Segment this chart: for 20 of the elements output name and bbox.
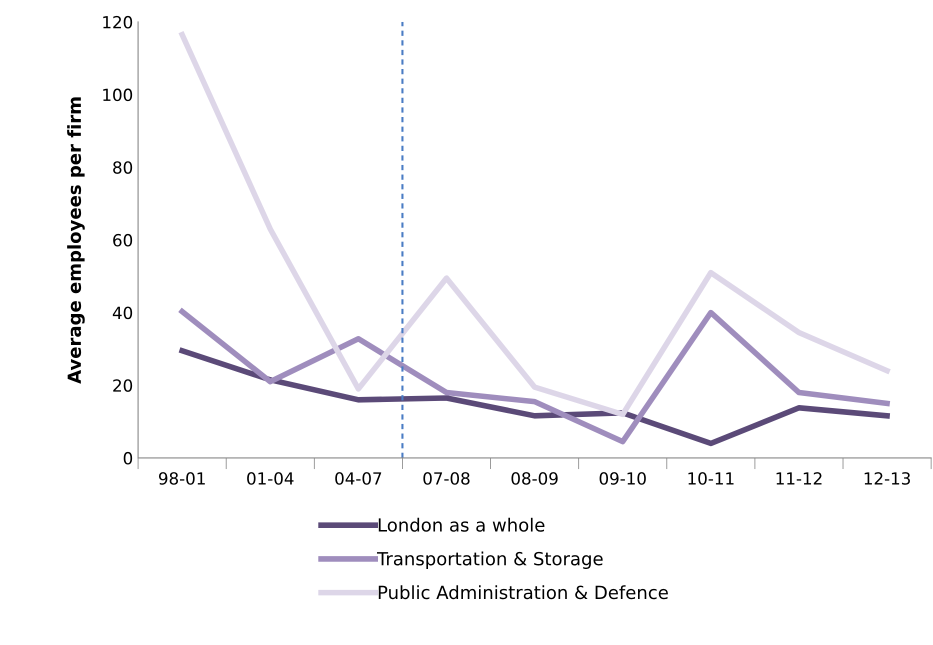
y-axis-title: Average employees per firm <box>67 97 85 384</box>
x-tick-label: 11-12 <box>776 472 822 485</box>
x-tick-label: 04-07 <box>335 472 382 485</box>
x-tick-label: 01-04 <box>247 472 294 485</box>
x-tick-label: 10-11 <box>688 472 734 485</box>
x-tick-label: 12-13 <box>864 472 910 485</box>
y-tick-label: 100 <box>103 88 132 102</box>
y-tick-label: 120 <box>103 16 132 28</box>
y-tick-label: 60 <box>113 234 132 247</box>
y-tick-label: 80 <box>113 161 132 174</box>
x-tick-label: 09-10 <box>600 472 646 485</box>
y-tick-label: 40 <box>112 306 132 320</box>
x-tick-label: 07-08 <box>423 472 470 485</box>
y-tick-label: 0 <box>124 452 132 465</box>
legend-label: Public Administration & Defence <box>378 585 668 600</box>
x-tick-label: 08-09 <box>511 472 558 485</box>
legend-label: London as a whole <box>378 518 544 532</box>
y-tick-label: 20 <box>113 379 132 392</box>
legend-label: Transportation & Storage <box>376 552 603 569</box>
x-tick-label: 98-01 <box>158 472 205 485</box>
